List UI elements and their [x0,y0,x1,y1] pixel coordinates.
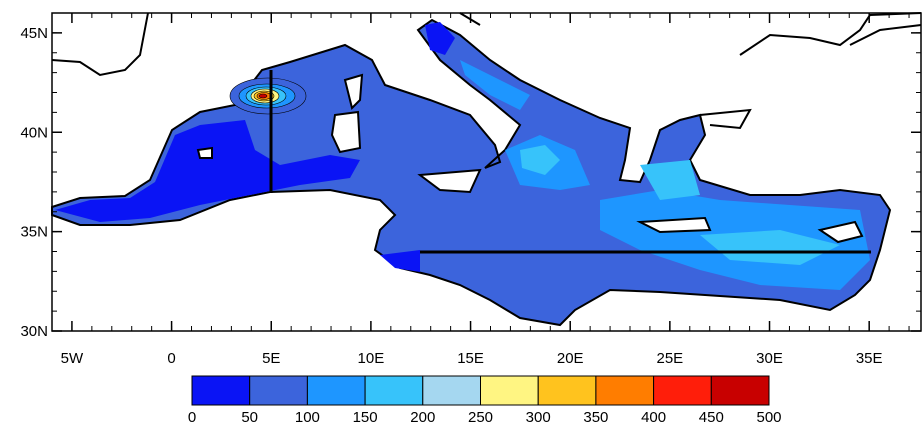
colorbar-box [364,375,424,406]
map-body [51,12,922,327]
x-tick-label: 10E [358,350,385,367]
colorbar-box [422,375,481,406]
contour-150-200 [700,230,840,265]
islands [196,73,864,244]
x-tick-label: 5W [61,350,84,367]
contour-100-150 [460,60,530,110]
y-tick-label: 45N [20,25,48,42]
y-tick-label: 35N [20,224,48,241]
x-tick-label: 5E [262,350,280,367]
coastline [51,12,922,130]
x-tick-label: 30E [756,350,783,367]
x-tick-label: 0 [167,350,175,367]
colorbar-box [306,375,366,406]
colorbar-label: 50 [241,409,258,425]
colorbar-label: 450 [699,409,724,425]
colorbar-box [653,375,712,406]
colorbar-label: 300 [526,409,551,425]
colorbar-label: 400 [641,409,666,425]
colorbar-label: 350 [583,409,608,425]
contour-0-50 [425,22,455,55]
colorbar-box [249,375,308,406]
colorbar-box [710,375,770,406]
x-tick-label: 25E [657,350,684,367]
contour-0-50 [55,120,360,222]
colorbar-label: 100 [295,409,320,425]
colorbar-box [480,375,539,406]
colorbar-box [595,375,655,406]
colorbar-label: 200 [410,409,435,425]
axes: 5W 0 5E 10E 15E 20E 25E 30E 35E 30N 35N 40N 45N [20,12,921,367]
contour-150-200 [520,145,560,175]
colorbar-box [537,375,597,406]
y-tick-label: 30N [20,323,48,340]
x-tick-label: 15E [457,350,484,367]
x-tick-label: 35E [856,350,883,367]
colorbar-label: 250 [468,409,493,425]
contour-150-200 [640,160,700,200]
contour-0-50 [380,250,420,272]
colorbar-label: 150 [353,409,378,425]
colorbar-box [191,375,251,406]
hot-spot [229,77,307,115]
colorbar-label: 0 [188,409,196,425]
colorbar-label: 500 [756,409,781,425]
y-tick-label: 40N [20,124,48,141]
colorbar: 0 50 100 150 200 250 300 350 400 450 500 [188,375,782,426]
x-tick-label: 20E [557,350,584,367]
